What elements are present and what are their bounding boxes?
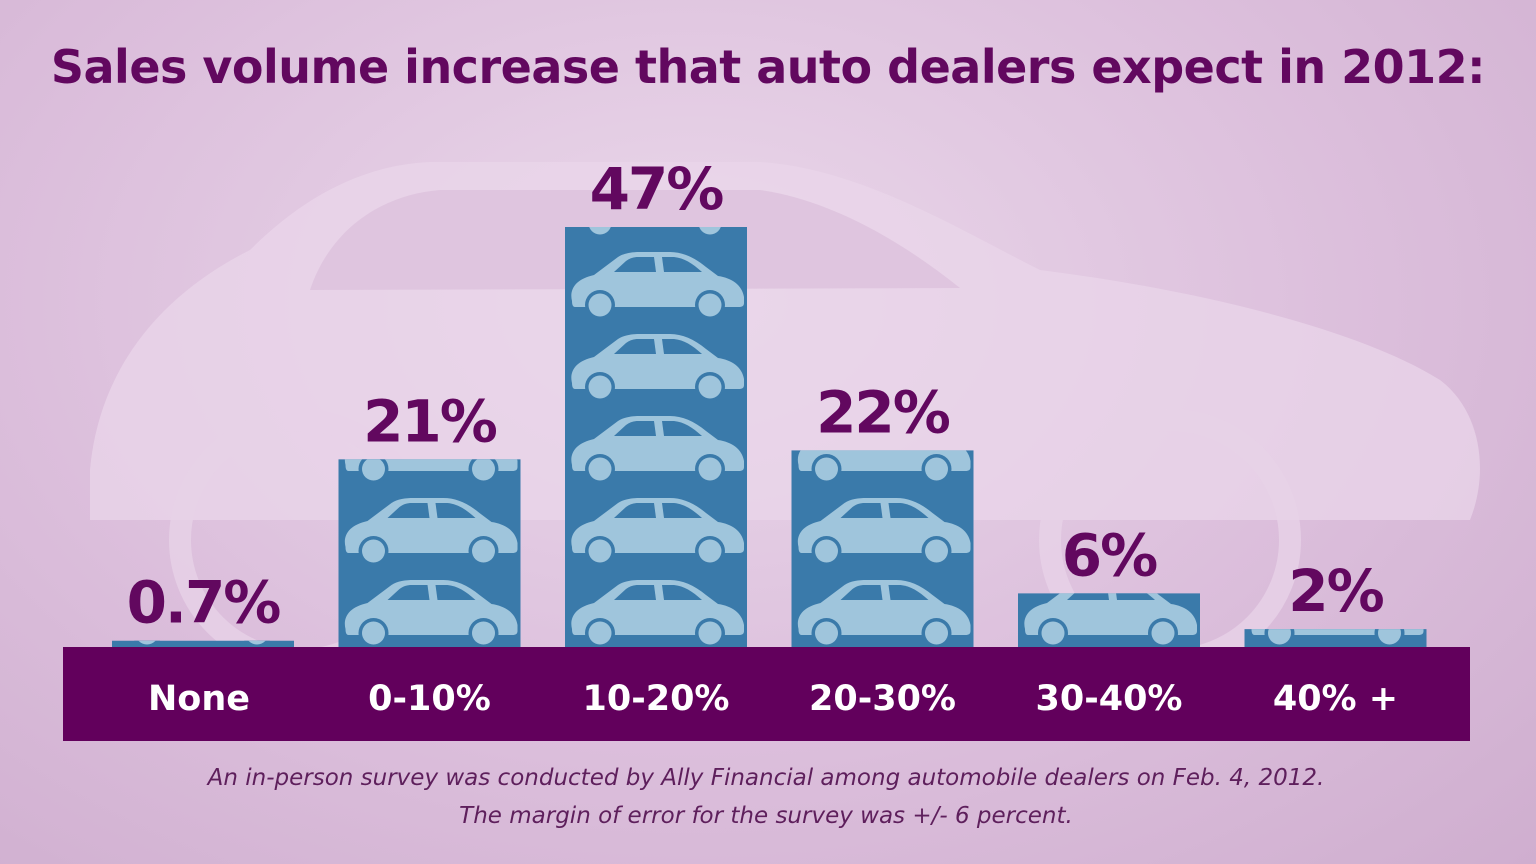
- category-label-0-10: 0-10%: [368, 679, 491, 719]
- category-label-10-20: 10-20%: [582, 679, 729, 719]
- bar-40: [1244, 629, 1427, 647]
- chart-title: Sales volume increase that auto dealers …: [50, 40, 1486, 94]
- category-label-none: None: [148, 679, 250, 719]
- bar-10-20: [565, 227, 747, 647]
- bar-none: [112, 640, 294, 647]
- survey-footnote-line-2: The margin of error for the survey was +…: [459, 803, 1073, 829]
- value-label-10-20: 47%: [590, 155, 724, 223]
- value-label-20-30: 22%: [816, 378, 950, 446]
- bar-0-10: [338, 459, 521, 647]
- survey-footnote-line-1: An in-person survey was conducted by All…: [207, 765, 1325, 791]
- value-label-none: 0.7%: [127, 569, 281, 637]
- category-label-40: 40% +: [1273, 679, 1398, 719]
- bar-20-30: [791, 450, 974, 647]
- bar-30-40: [1018, 593, 1200, 647]
- value-label-30-40: 6%: [1062, 521, 1157, 589]
- category-label-20-30: 20-30%: [809, 679, 956, 719]
- value-label-40: 2%: [1288, 557, 1383, 625]
- category-band: [63, 647, 1470, 741]
- category-label-30-40: 30-40%: [1035, 679, 1182, 719]
- value-label-0-10: 21%: [363, 387, 497, 455]
